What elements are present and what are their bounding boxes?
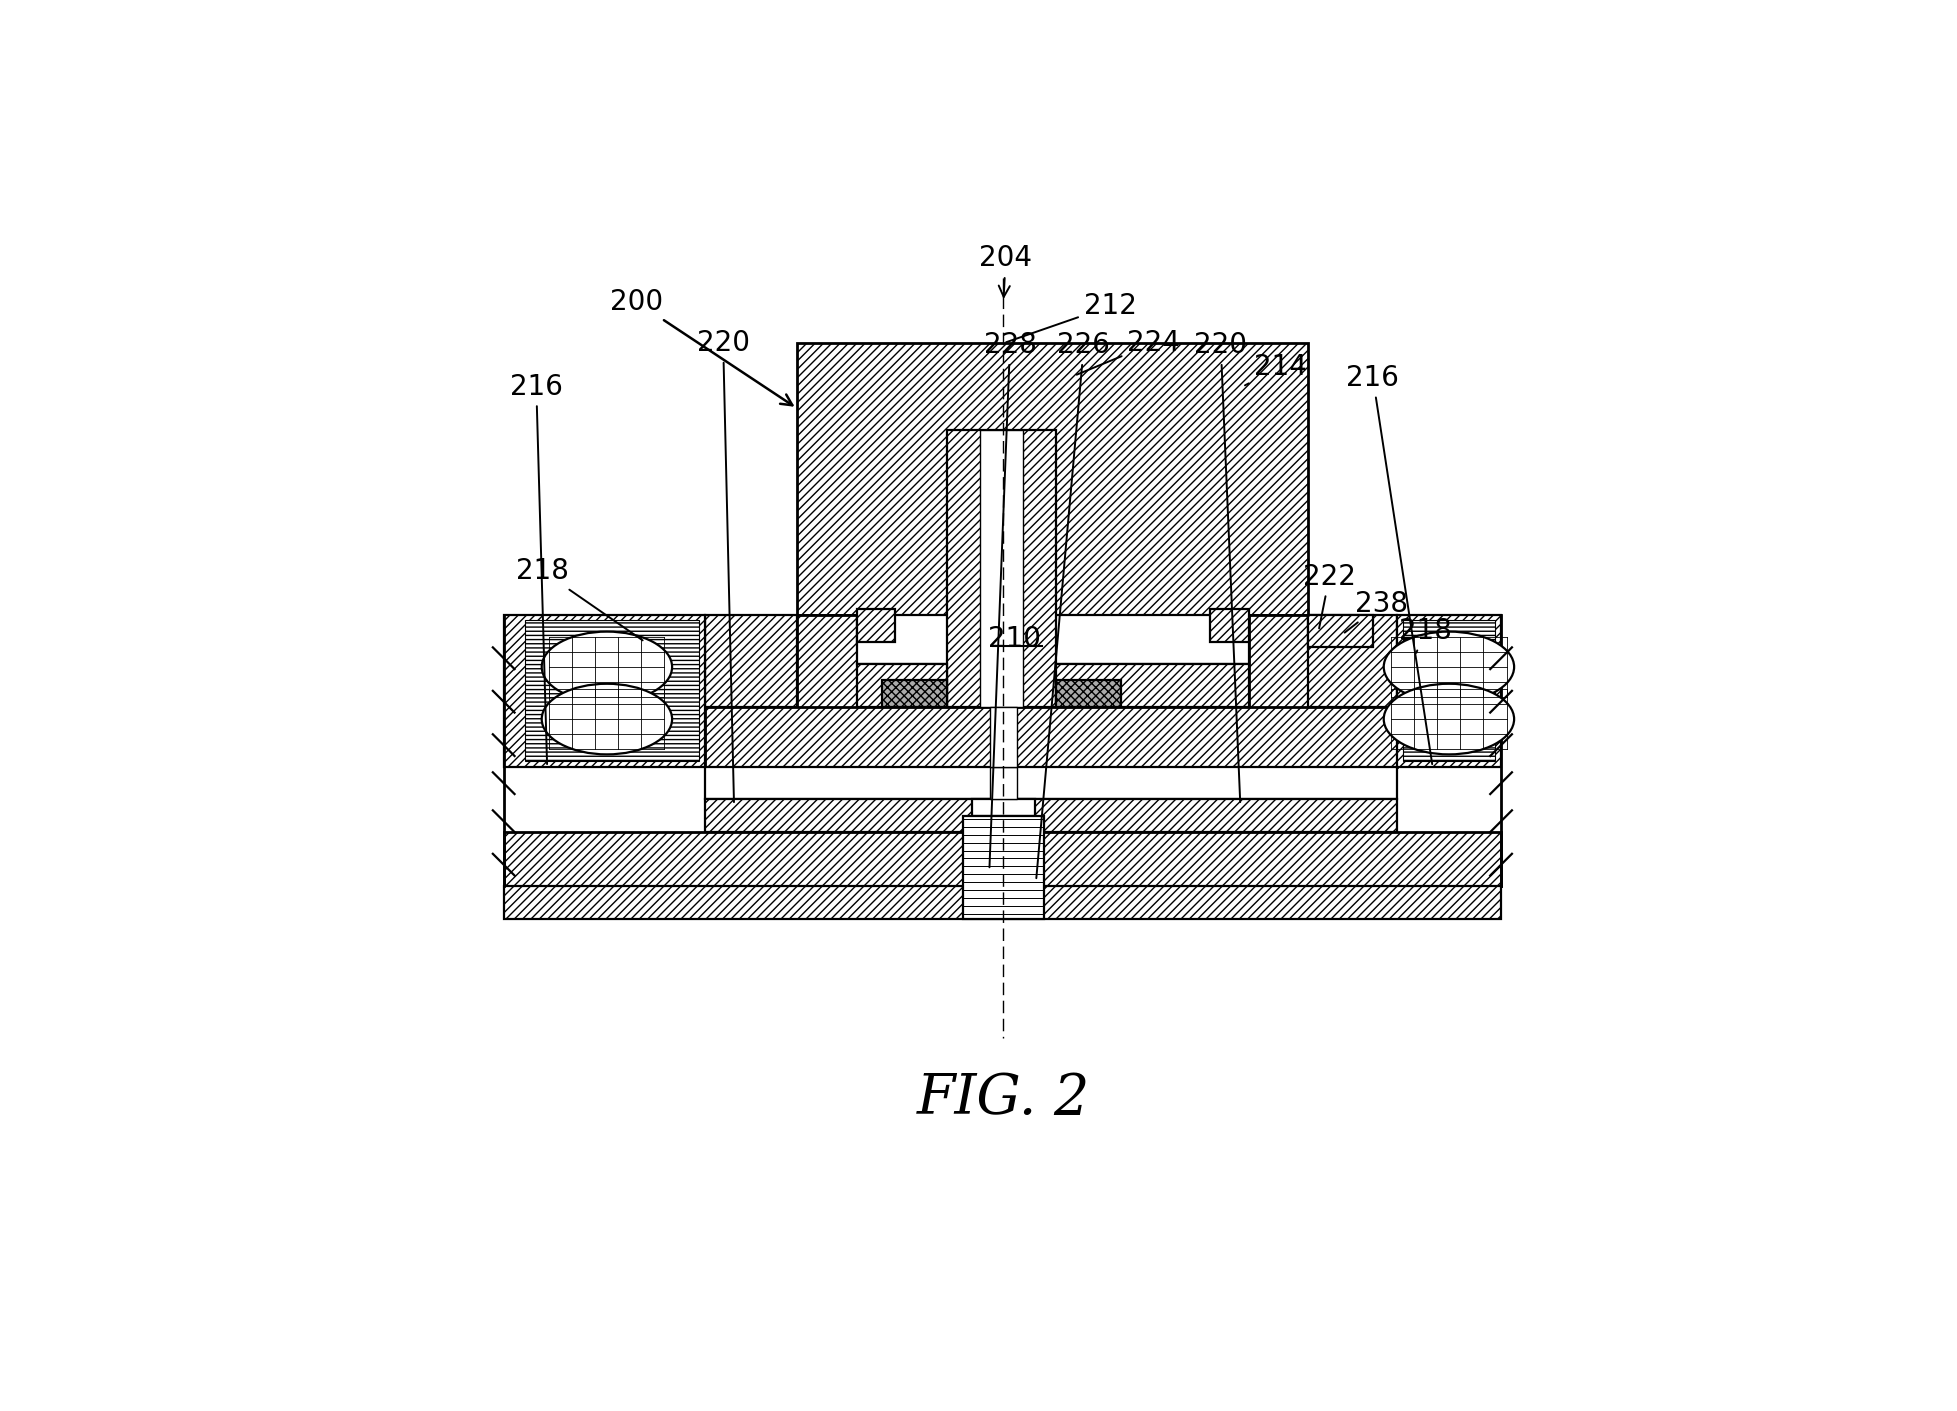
Polygon shape xyxy=(705,615,796,707)
Text: 238: 238 xyxy=(1344,590,1407,632)
Polygon shape xyxy=(1307,615,1395,707)
Text: 218: 218 xyxy=(1397,617,1450,653)
Text: 224: 224 xyxy=(1076,329,1180,375)
Polygon shape xyxy=(1395,615,1501,768)
Polygon shape xyxy=(1055,663,1249,707)
Ellipse shape xyxy=(1384,684,1513,755)
Text: 226: 226 xyxy=(1035,332,1110,878)
Polygon shape xyxy=(705,707,1395,768)
Polygon shape xyxy=(1403,621,1493,762)
Text: 218: 218 xyxy=(517,557,642,641)
Text: 222: 222 xyxy=(1301,563,1354,628)
Polygon shape xyxy=(990,768,1016,800)
Polygon shape xyxy=(947,430,1055,707)
Polygon shape xyxy=(857,663,947,707)
Ellipse shape xyxy=(1384,632,1513,703)
Polygon shape xyxy=(524,621,699,762)
Polygon shape xyxy=(1209,610,1249,642)
Text: 212: 212 xyxy=(1006,292,1135,343)
Text: 220: 220 xyxy=(697,329,750,801)
Text: FIG. 2: FIG. 2 xyxy=(916,1071,1090,1126)
Polygon shape xyxy=(857,615,1249,663)
Text: 216: 216 xyxy=(1346,364,1431,765)
Text: 216: 216 xyxy=(509,373,562,765)
Text: 214: 214 xyxy=(1245,353,1305,385)
Text: 200: 200 xyxy=(609,288,793,405)
Polygon shape xyxy=(881,680,947,707)
Polygon shape xyxy=(978,430,1022,707)
Text: 220: 220 xyxy=(1194,332,1247,801)
Ellipse shape xyxy=(542,632,671,703)
Polygon shape xyxy=(971,800,1035,816)
Text: 210: 210 xyxy=(988,625,1041,653)
Polygon shape xyxy=(503,832,1501,886)
Polygon shape xyxy=(990,707,1016,768)
Polygon shape xyxy=(796,343,1307,615)
Polygon shape xyxy=(503,615,705,768)
Polygon shape xyxy=(796,615,857,734)
Polygon shape xyxy=(705,800,1395,832)
Polygon shape xyxy=(857,610,894,642)
Polygon shape xyxy=(1055,680,1119,707)
Polygon shape xyxy=(503,886,1501,919)
Text: 228: 228 xyxy=(982,332,1035,868)
Polygon shape xyxy=(705,768,1395,800)
Polygon shape xyxy=(963,816,1043,919)
Polygon shape xyxy=(1307,615,1372,648)
Text: 204: 204 xyxy=(978,244,1031,296)
Polygon shape xyxy=(1249,615,1307,734)
Ellipse shape xyxy=(542,684,671,755)
